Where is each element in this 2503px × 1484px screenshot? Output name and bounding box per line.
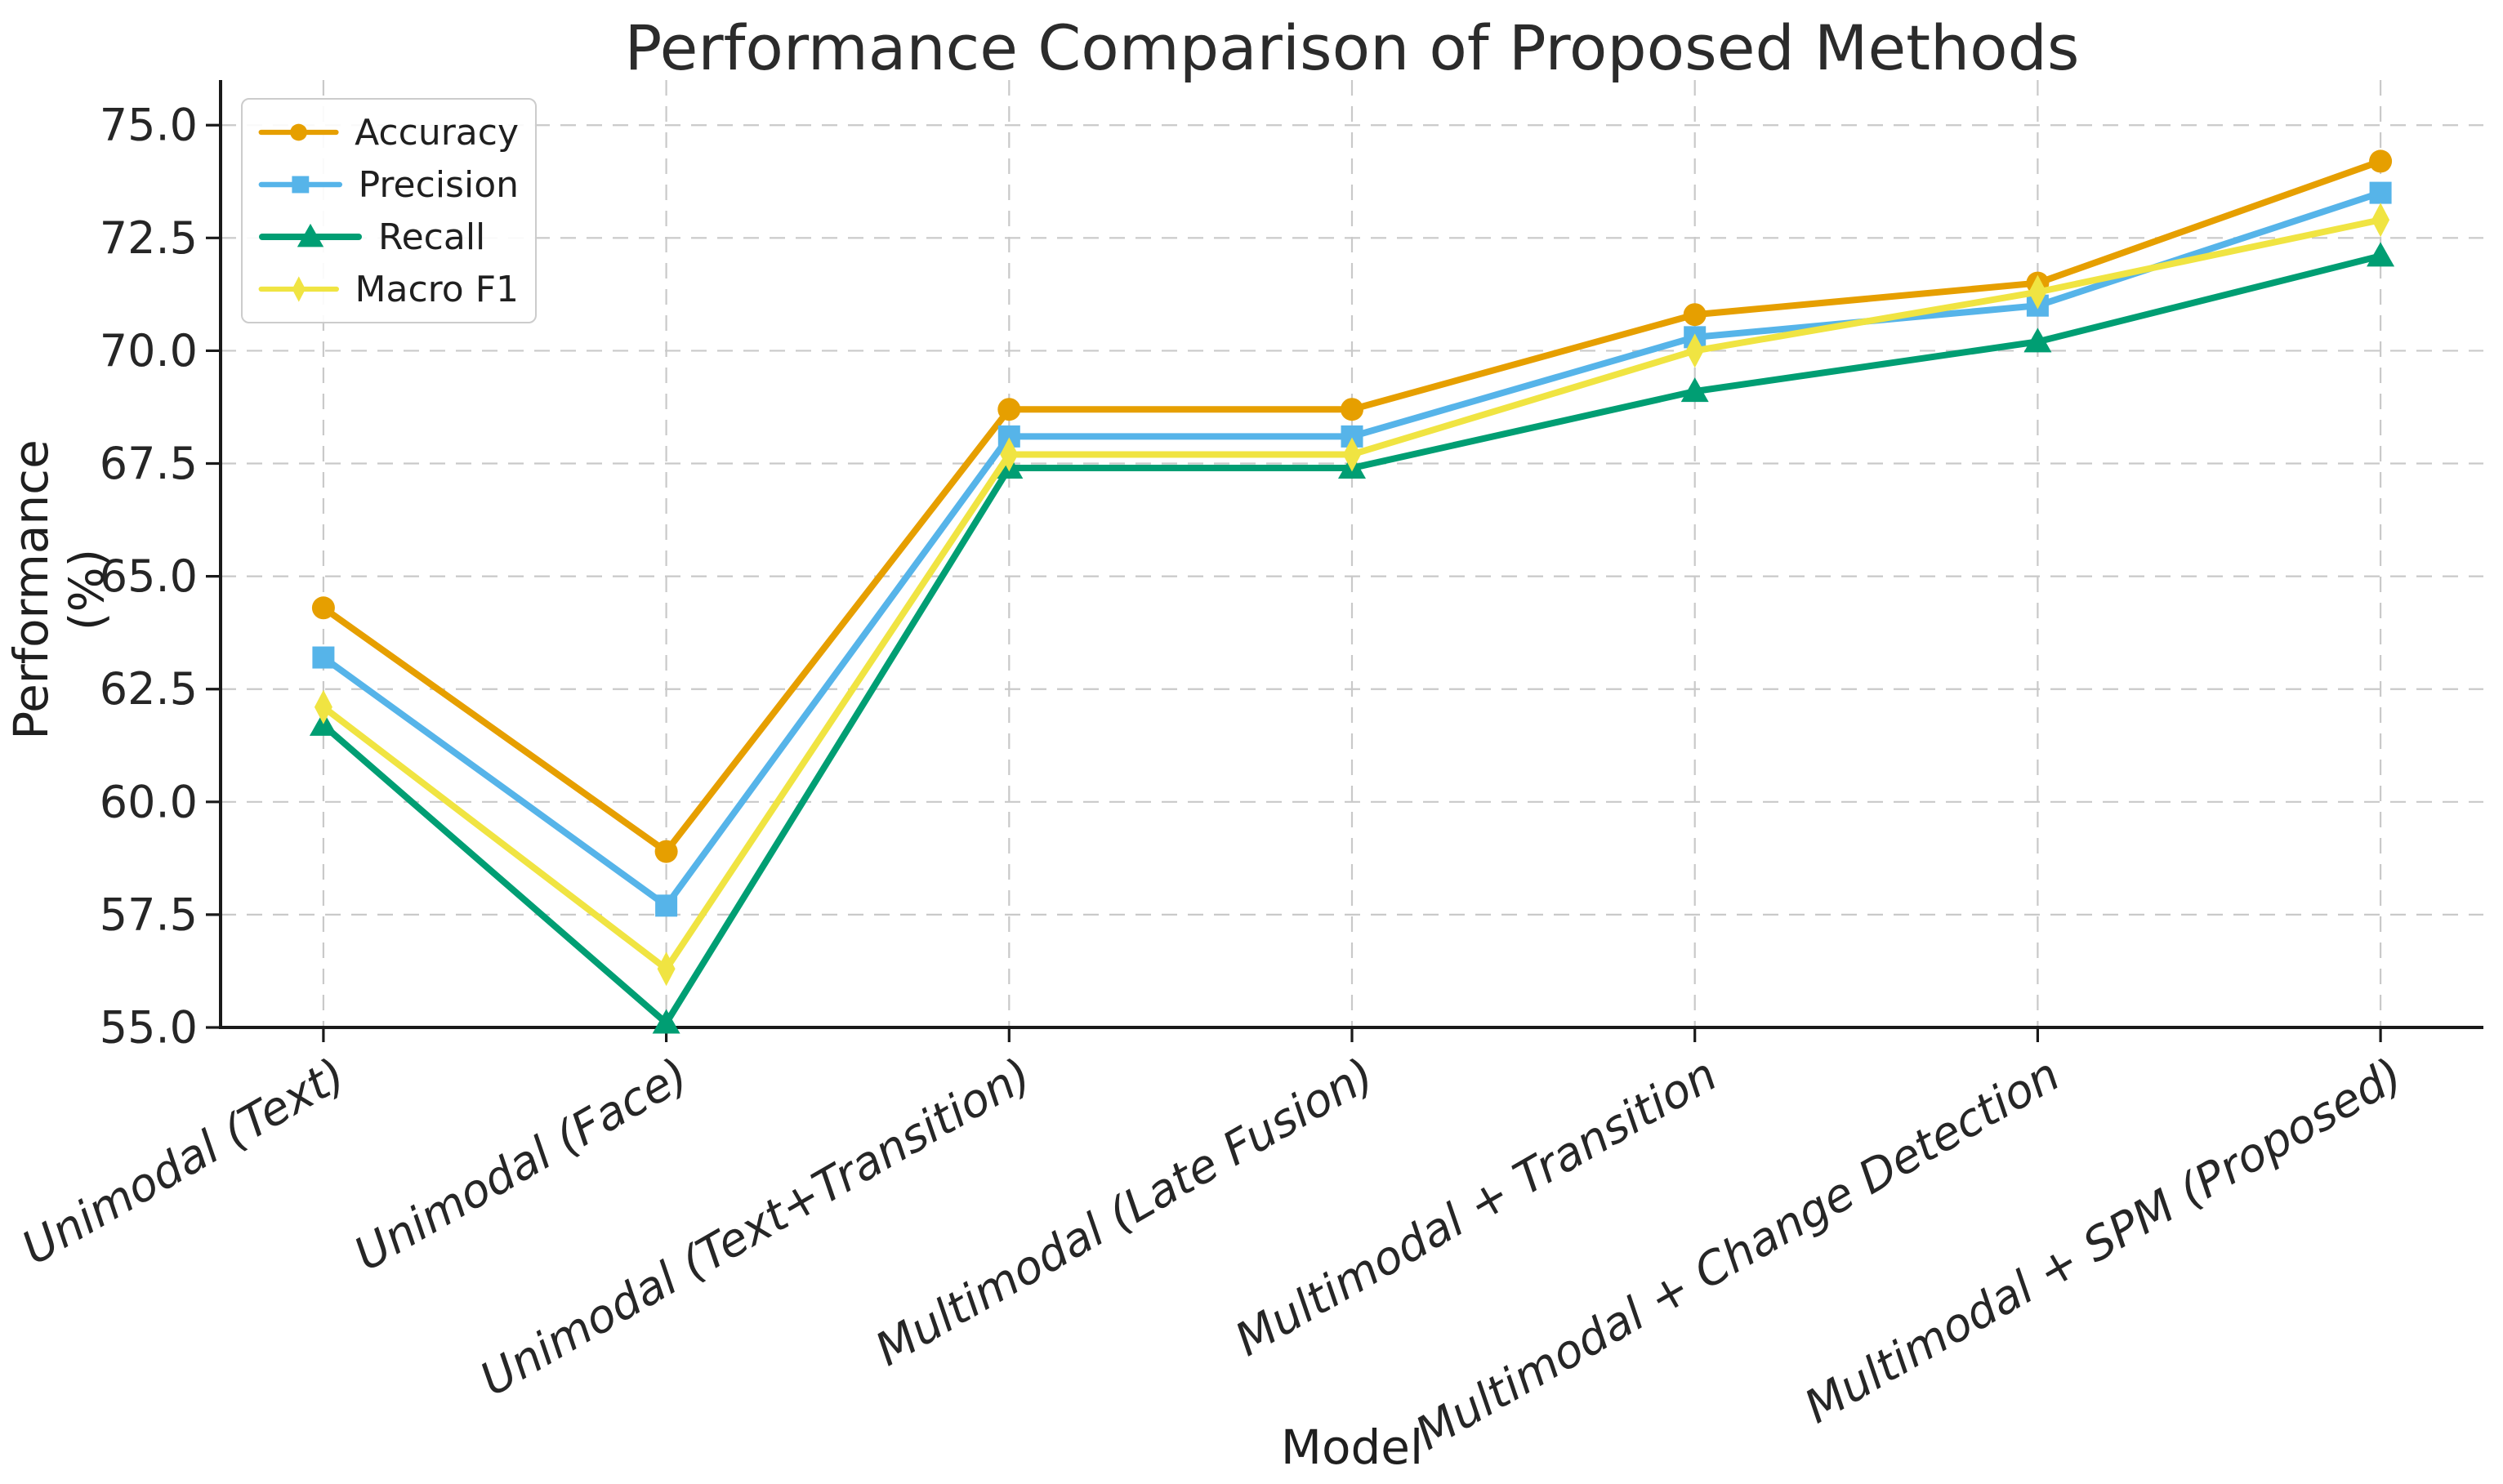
- tick-marks: [206, 123, 2382, 1042]
- data-point-marker: [2367, 242, 2395, 267]
- data-point-marker: [652, 1009, 680, 1034]
- legend-swatch-triangle-icon: [259, 223, 362, 247]
- data-point-marker: [2371, 203, 2390, 238]
- y-tick-label: 60.0: [100, 776, 198, 827]
- x-tick-label: Unimodal (Face): [346, 1048, 697, 1281]
- y-tick-label: 70.0: [100, 325, 198, 377]
- y-tick-label: 65.0: [100, 550, 198, 602]
- legend-label: Precision: [358, 163, 519, 206]
- data-point-marker: [311, 596, 335, 620]
- data-point-marker: [1341, 398, 1363, 421]
- y-tick-label: 62.5: [100, 663, 198, 715]
- data-point-marker: [2369, 149, 2393, 173]
- y-tick-label: 75.0: [100, 100, 198, 151]
- x-tick-label: Multimodal + Change Detection: [1407, 1048, 2068, 1460]
- y-tick-labels: 55.0 57.5 60.0 62.5 65.0 67.5 70.0 72.5 75.0: [100, 100, 198, 1054]
- legend-item-macro-f1: Macro F1: [257, 265, 519, 314]
- y-tick-label: 72.5: [100, 212, 198, 264]
- y-tick-label: 57.5: [100, 889, 198, 940]
- data-point-marker: [657, 951, 676, 987]
- data-point-marker: [1683, 303, 1707, 327]
- data-point-marker: [655, 894, 678, 917]
- data-point-marker: [297, 223, 324, 247]
- y-tick-label: 55.0: [100, 1002, 198, 1054]
- y-axis-label: Performance (%): [3, 439, 114, 740]
- data-point-marker: [1000, 437, 1019, 472]
- data-point-marker: [312, 646, 335, 669]
- legend-item-precision: Precision: [257, 160, 519, 209]
- legend-item-accuracy: Accuracy: [257, 108, 519, 157]
- y-tick-label: 67.5: [100, 438, 198, 489]
- data-point-marker: [2028, 274, 2047, 310]
- legend-item-recall: Recall: [257, 212, 519, 261]
- data-point-marker: [292, 176, 310, 194]
- x-axis-label: Model: [1280, 1419, 1424, 1475]
- data-point-marker: [1685, 333, 1704, 368]
- x-tick-label: Unimodal (Text+Transition): [471, 1048, 1040, 1406]
- legend-label: Recall: [378, 216, 486, 258]
- legend-label: Accuracy: [355, 111, 519, 154]
- legend: Accuracy Precision Recall Macro F1: [241, 98, 537, 323]
- data-point-marker: [1343, 437, 1361, 472]
- data-point-marker: [290, 123, 307, 141]
- legend-label: Macro F1: [355, 268, 519, 310]
- series-macro-f1: [314, 203, 2390, 987]
- x-tick-label: Multimodal + SPM (Proposed): [1796, 1048, 2412, 1434]
- x-tick-label: Unimodal (Text): [13, 1048, 355, 1276]
- x-tick-labels: Unimodal (Text)Unimodal (Face)Unimodal (…: [13, 1048, 2412, 1460]
- legend-swatch-thin-diamond-icon: [258, 276, 339, 302]
- data-point-marker: [292, 276, 306, 302]
- data-point-marker: [2369, 181, 2392, 204]
- data-point-marker: [654, 840, 678, 863]
- legend-swatch-circle-icon: [258, 123, 339, 141]
- data-point-marker: [997, 398, 1021, 421]
- chart-title: Performance Comparison of Proposed Metho…: [624, 11, 2080, 84]
- data-point-marker: [2023, 328, 2052, 353]
- data-point-marker: [1680, 377, 1709, 403]
- legend-swatch-square-icon: [258, 176, 343, 194]
- data-point-marker: [314, 689, 332, 724]
